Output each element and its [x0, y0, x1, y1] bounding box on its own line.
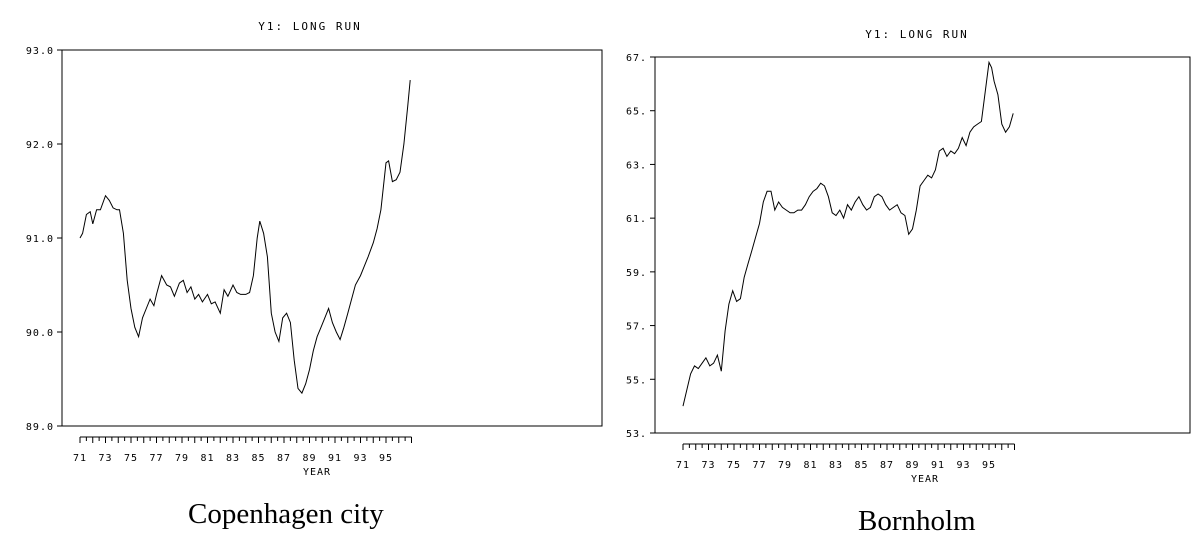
x-tick-label: 91 — [931, 460, 945, 471]
y-tick-label: 91.0 — [26, 234, 54, 245]
y-tick-label: 55. — [626, 375, 647, 386]
y-tick-label: 63. — [626, 160, 647, 171]
x-tick-label: 93 — [956, 460, 970, 471]
x-tick-label: 87 — [277, 453, 291, 464]
x-axis: 71 73 75 77 79 81 83 85 87 89 91 93 95 — [676, 443, 1015, 471]
x-tick-label: 75 — [727, 460, 741, 471]
x-tick-label: 95 — [982, 460, 996, 471]
y-axis: 67. 65. 63. 61. 59. 57. 55. 53. — [626, 53, 655, 440]
x-tick-label: 77 — [752, 460, 766, 471]
y-axis: 93.0 92.0 91.0 90.0 89.0 — [26, 46, 62, 433]
y-tick-label: 65. — [626, 107, 647, 118]
y-tick-label: 61. — [626, 214, 647, 225]
x-axis: 71 73 75 77 79 81 83 85 87 89 91 93 95 — [73, 436, 412, 464]
x-tick-label: 95 — [379, 453, 393, 464]
x-tick-label: 89 — [302, 453, 316, 464]
bornholm-chart: Y1: LONG RUN 67. 65. 63. 61. 59. 57. 55. 53. 71… — [626, 28, 1191, 485]
plot-frame — [654, 56, 1191, 434]
x-tick-label: 77 — [149, 453, 163, 464]
x-tick-label: 83 — [829, 460, 843, 471]
x-tick-label: 79 — [778, 460, 792, 471]
x-tick-label: 73 — [701, 460, 715, 471]
y-tick-label: 53. — [626, 429, 647, 440]
copenhagen-chart: Y1: LONG RUN 93.0 92.0 91.0 90.0 89.0 71 73 75… — [26, 20, 603, 478]
x-tick-label: 93 — [353, 453, 367, 464]
x-tick-label: 83 — [226, 453, 240, 464]
x-tick-label: 81 — [200, 453, 214, 464]
x-tick-label: 71 — [73, 453, 87, 464]
caption-bornholm: Bornholm — [858, 505, 976, 537]
y-tick-label: 57. — [626, 322, 647, 333]
x-tick-label: 75 — [124, 453, 138, 464]
plot-frame — [61, 49, 603, 427]
x-tick-label: 73 — [98, 453, 112, 464]
x-axis-label: YEAR — [303, 467, 331, 478]
x-axis-label: YEAR — [911, 474, 939, 485]
x-tick-label: 85 — [251, 453, 265, 464]
chart-title: Y1: LONG RUN — [865, 28, 968, 41]
y-tick-label: 92.0 — [26, 140, 54, 151]
x-tick-label: 91 — [328, 453, 342, 464]
y-tick-label: 67. — [626, 53, 647, 64]
y-tick-label: 89.0 — [26, 422, 54, 433]
x-tick-label: 71 — [676, 460, 690, 471]
x-tick-label: 85 — [854, 460, 868, 471]
series-line — [79, 80, 411, 395]
x-tick-label: 87 — [880, 460, 894, 471]
series-line — [682, 60, 1014, 407]
y-tick-label: 59. — [626, 268, 647, 279]
chart-title: Y1: LONG RUN — [258, 20, 361, 33]
x-tick-label: 89 — [905, 460, 919, 471]
caption-copenhagen: Copenhagen city — [188, 498, 384, 530]
x-tick-label: 79 — [175, 453, 189, 464]
y-tick-label: 90.0 — [26, 328, 54, 339]
y-tick-label: 93.0 — [26, 46, 54, 57]
x-tick-label: 81 — [803, 460, 817, 471]
